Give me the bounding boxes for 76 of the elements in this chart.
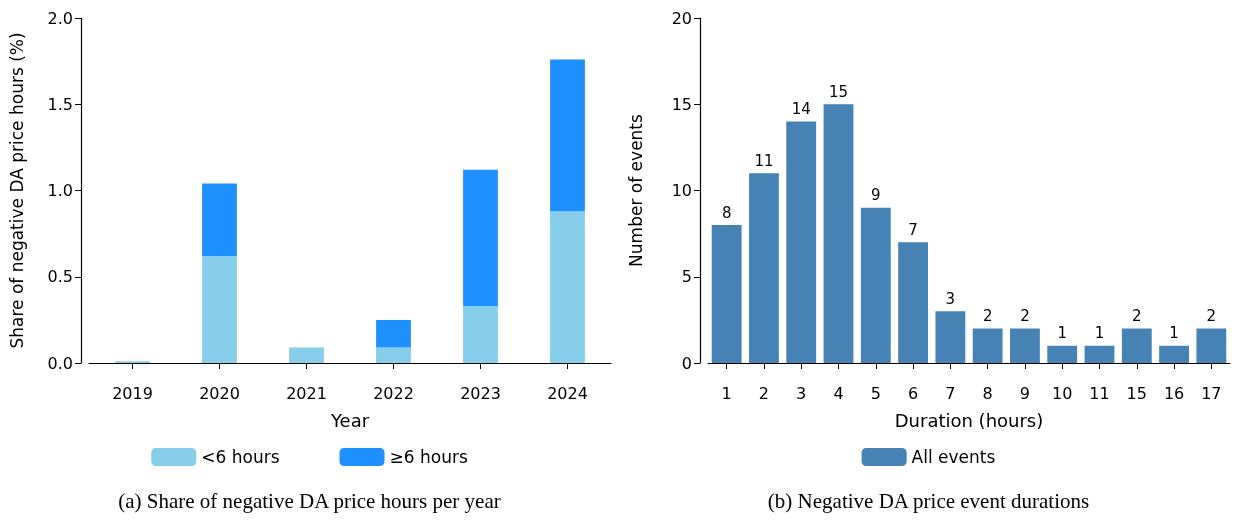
data-label: 14 bbox=[791, 100, 811, 118]
bar bbox=[1121, 328, 1152, 363]
bar bbox=[972, 328, 1003, 363]
legend-label: ≥6 hours bbox=[389, 447, 468, 467]
y-axis-title: Number of events bbox=[625, 113, 646, 267]
bar bbox=[1159, 345, 1189, 363]
x-tick-label: 10 bbox=[1052, 383, 1073, 403]
y-tick-label: 0.5 bbox=[47, 267, 73, 287]
x-tick-label: 8 bbox=[982, 383, 993, 403]
x-axis-title: Duration (hours) bbox=[894, 409, 1044, 431]
x-tick-label: 3 bbox=[796, 383, 807, 403]
y-axis-title: Share of negative DA price hours (%) bbox=[6, 32, 27, 349]
text: (b) Negative DA price event durations bbox=[767, 488, 1090, 514]
bar bbox=[1196, 328, 1227, 363]
x-tick-label: 2020 bbox=[199, 383, 240, 403]
y-tick-label: 0 bbox=[681, 353, 692, 373]
x-tick-label: 2019 bbox=[112, 383, 153, 403]
data-label: 8 bbox=[721, 203, 732, 222]
data-label: 7 bbox=[908, 220, 918, 239]
bar bbox=[711, 225, 742, 363]
x-tick-label: 4 bbox=[833, 383, 844, 403]
data-label: 3 bbox=[945, 289, 956, 308]
bar bbox=[376, 319, 411, 348]
x-tick-label: 9 bbox=[1019, 383, 1031, 403]
y-tick-label: 0.0 bbox=[47, 353, 73, 373]
bar bbox=[823, 104, 854, 363]
y-tick-label: 1.0 bbox=[47, 181, 73, 200]
bar bbox=[898, 242, 928, 363]
bar bbox=[860, 207, 891, 363]
x-tick-label: 15 bbox=[1126, 383, 1147, 403]
data-label: 2 bbox=[1206, 307, 1217, 325]
x-tick-label: 2 bbox=[758, 383, 770, 403]
x-tick-label: 7 bbox=[945, 383, 956, 403]
bar bbox=[202, 256, 237, 363]
x-tick-label: 2022 bbox=[373, 383, 414, 403]
x-tick-label: 2021 bbox=[286, 383, 327, 403]
y-tick-label: 10 bbox=[671, 181, 692, 200]
y-tick-label: 5 bbox=[681, 267, 692, 287]
data-label: 2 bbox=[1132, 307, 1142, 325]
x-tick-label: 2023 bbox=[460, 383, 501, 403]
bar bbox=[749, 173, 779, 363]
x-tick-label: 1 bbox=[721, 383, 732, 403]
x-tick-label: 11 bbox=[1089, 383, 1110, 403]
x-tick-label: 6 bbox=[907, 383, 919, 403]
y-tick-label: 2.0 bbox=[47, 8, 73, 28]
x-tick-label: 17 bbox=[1201, 383, 1222, 403]
bar bbox=[202, 183, 237, 257]
bar bbox=[1010, 328, 1040, 363]
bar bbox=[1047, 345, 1078, 363]
data-label: 2 bbox=[1020, 307, 1030, 325]
bar bbox=[786, 121, 817, 363]
legend-label: All events bbox=[911, 447, 996, 467]
bar bbox=[550, 211, 585, 363]
x-axis-title: Year bbox=[329, 409, 370, 431]
x-tick-label: 16 bbox=[1163, 383, 1185, 403]
bar bbox=[550, 59, 585, 212]
bar bbox=[463, 169, 498, 307]
x-tick-label: 5 bbox=[870, 383, 881, 403]
bar bbox=[1084, 345, 1115, 363]
y-tick-label: 20 bbox=[671, 8, 692, 28]
legend-label: <6 hours bbox=[201, 447, 280, 467]
data-label: 1 bbox=[1169, 324, 1179, 343]
data-label: 11 bbox=[754, 151, 774, 170]
y-tick-label: 15 bbox=[671, 94, 692, 114]
bar bbox=[463, 306, 498, 363]
data-label: 15 bbox=[828, 82, 849, 101]
text: (a) Share of negative DA price hours per year bbox=[118, 488, 501, 514]
data-label: 1 bbox=[1057, 324, 1067, 343]
x-tick-label: 2024 bbox=[547, 383, 588, 403]
data-label: 9 bbox=[871, 186, 881, 205]
bar bbox=[935, 311, 966, 363]
data-label: 2 bbox=[982, 307, 993, 325]
data-label: 1 bbox=[1094, 324, 1105, 343]
y-tick-label: 1.5 bbox=[47, 94, 73, 114]
bar bbox=[289, 347, 324, 363]
bar bbox=[376, 347, 411, 363]
